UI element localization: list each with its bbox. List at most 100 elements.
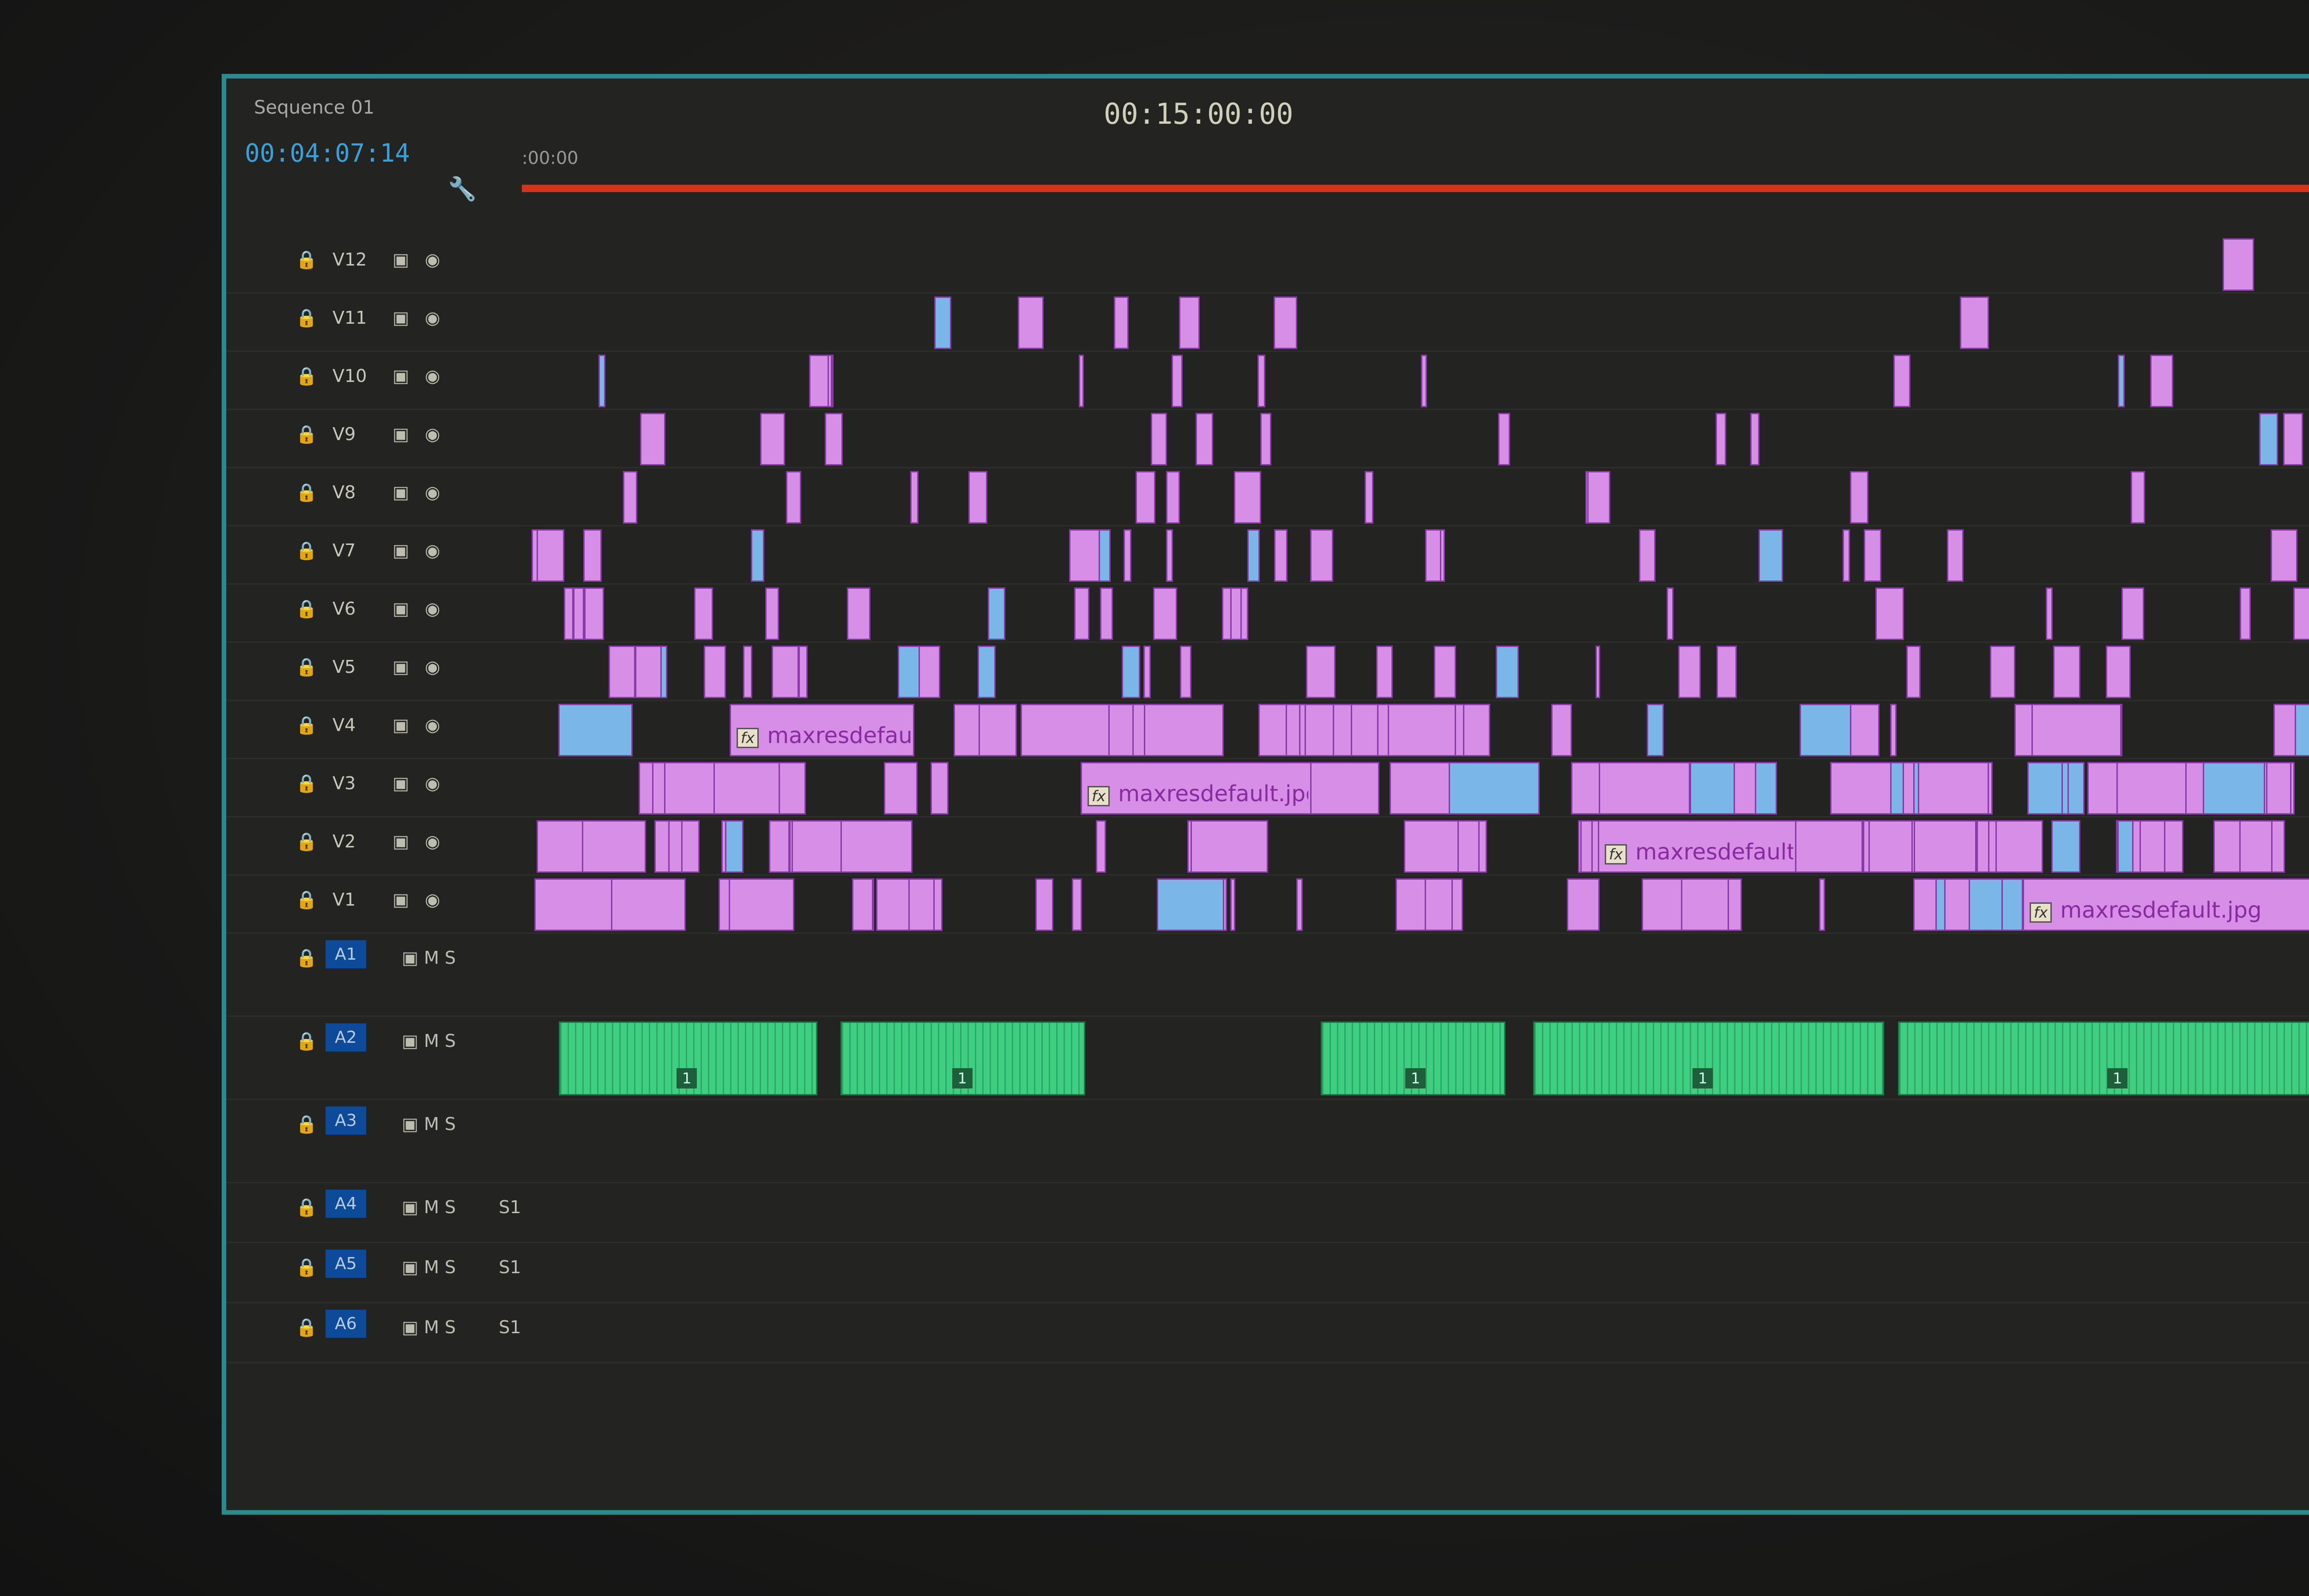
- video-clip[interactable]: [536, 820, 583, 873]
- video-clip[interactable]: [1918, 762, 1989, 815]
- video-clip[interactable]: [1890, 704, 1897, 756]
- mute-button[interactable]: M: [423, 1197, 439, 1217]
- video-clip[interactable]: [1260, 413, 1271, 466]
- track-label[interactable]: V3: [332, 773, 356, 793]
- video-clip[interactable]: [534, 878, 612, 931]
- track-target-a1[interactable]: A1: [326, 940, 366, 968]
- video-clip[interactable]: [968, 471, 987, 524]
- video-clip[interactable]: [2045, 587, 2053, 640]
- solo-button[interactable]: S: [444, 1257, 456, 1277]
- track-label[interactable]: V7: [332, 540, 356, 561]
- video-clip[interactable]: [1863, 529, 1881, 582]
- video-clip[interactable]: [652, 762, 666, 815]
- video-clip[interactable]: [1875, 587, 1904, 640]
- video-clip[interactable]: [1364, 471, 1374, 524]
- video-clip[interactable]: [1727, 878, 1742, 931]
- video-clip[interactable]: [598, 355, 605, 407]
- solo-button[interactable]: S: [444, 1317, 456, 1337]
- video-clip[interactable]: [1191, 820, 1269, 873]
- video-clip[interactable]: [639, 762, 721, 815]
- video-clip[interactable]: fx maxresdefault.jpg: [1081, 762, 1312, 815]
- video-clip[interactable]: [1078, 355, 1084, 407]
- video-clip[interactable]: [1906, 646, 1921, 698]
- video-clip[interactable]: [898, 646, 920, 698]
- video-clip[interactable]: [2053, 646, 2080, 698]
- video-clip[interactable]: [1733, 762, 1757, 815]
- video-clip[interactable]: [2116, 762, 2187, 815]
- eye-icon[interactable]: ◉: [425, 831, 441, 852]
- video-clip[interactable]: [1690, 762, 1777, 815]
- video-clip[interactable]: [750, 529, 765, 582]
- video-clip[interactable]: [1989, 646, 2015, 698]
- video-clip[interactable]: [1587, 471, 1610, 524]
- video-clip[interactable]: [1018, 296, 1044, 349]
- video-clip[interactable]: [573, 587, 584, 640]
- video-clip[interactable]: [2031, 704, 2122, 756]
- video-clip[interactable]: [1124, 529, 1132, 582]
- lock-icon[interactable]: 🔒: [296, 482, 318, 502]
- video-clip[interactable]: [2295, 704, 2309, 756]
- video-clip[interactable]: [1306, 646, 1336, 698]
- video-clip[interactable]: [1890, 762, 1904, 815]
- video-clip[interactable]: [953, 704, 980, 756]
- video-clip[interactable]: [1233, 471, 1262, 524]
- video-clip[interactable]: [2150, 355, 2173, 407]
- video-clip[interactable]: [1551, 704, 1572, 756]
- film-icon[interactable]: ▣: [393, 249, 409, 270]
- video-clip[interactable]: [2027, 762, 2085, 815]
- video-clip[interactable]: [1595, 646, 1601, 698]
- video-clip[interactable]: [1157, 878, 1225, 931]
- video-clip[interactable]: [1716, 646, 1737, 698]
- solo-button[interactable]: S: [444, 1197, 456, 1217]
- video-clip[interactable]: [609, 646, 635, 698]
- video-clip[interactable]: [563, 587, 574, 640]
- video-clip[interactable]: [1819, 878, 1825, 931]
- wrench-icon[interactable]: 🔧: [448, 175, 477, 202]
- video-clip[interactable]: [1196, 413, 1214, 466]
- eye-icon[interactable]: ◉: [425, 773, 441, 793]
- video-clip[interactable]: fx maxresdefault.jpg: [1598, 820, 1796, 873]
- film-icon[interactable]: ▣: [393, 366, 409, 386]
- track-label[interactable]: V10: [332, 366, 367, 386]
- voiceover-icon[interactable]: ▣: [402, 1114, 424, 1134]
- video-clip[interactable]: [1151, 413, 1167, 466]
- video-clip[interactable]: [2131, 471, 2146, 524]
- solo-button[interactable]: S: [444, 1031, 456, 1051]
- track-label[interactable]: V2: [332, 831, 356, 852]
- eye-icon[interactable]: ◉: [425, 598, 441, 619]
- video-clip[interactable]: [1143, 646, 1151, 698]
- lock-icon[interactable]: 🔒: [296, 540, 318, 561]
- video-clip[interactable]: [779, 762, 806, 815]
- track-target-a4[interactable]: A4: [326, 1190, 366, 1218]
- lock-icon[interactable]: 🔒: [296, 1317, 318, 1337]
- video-clip[interactable]: [2283, 413, 2303, 466]
- eye-icon[interactable]: ◉: [425, 657, 441, 677]
- video-clip[interactable]: [2293, 587, 2309, 640]
- voiceover-icon[interactable]: ▣: [402, 1257, 424, 1277]
- video-clip[interactable]: [1420, 355, 1427, 407]
- video-clip[interactable]: [635, 646, 662, 698]
- video-clip[interactable]: [1143, 704, 1224, 756]
- video-clip[interactable]: [786, 471, 801, 524]
- video-clip[interactable]: [772, 646, 799, 698]
- video-clip[interactable]: [1286, 704, 1301, 756]
- video-clip[interactable]: [1448, 762, 1540, 815]
- film-icon[interactable]: ▣: [393, 424, 409, 444]
- voiceover-icon[interactable]: ▣: [402, 1317, 424, 1337]
- tab-sequence[interactable]: Sequence 01: [254, 97, 375, 118]
- film-icon[interactable]: ▣: [393, 308, 409, 328]
- lock-icon[interactable]: 🔒: [296, 366, 318, 386]
- track-label[interactable]: V9: [332, 424, 356, 444]
- video-clip[interactable]: [2140, 820, 2165, 873]
- video-clip[interactable]: [1166, 471, 1180, 524]
- lock-icon[interactable]: 🔒: [296, 308, 318, 328]
- video-clip[interactable]: [1647, 704, 1664, 756]
- video-clip[interactable]: [1800, 704, 1852, 756]
- track-label[interactable]: V6: [332, 598, 356, 619]
- eye-icon[interactable]: ◉: [425, 308, 441, 328]
- video-clip[interactable]: [694, 587, 713, 640]
- video-clip[interactable]: [2106, 646, 2131, 698]
- video-clip[interactable]: [1935, 878, 1946, 931]
- video-clip[interactable]: [1153, 587, 1177, 640]
- track-target-a2[interactable]: A2: [326, 1023, 366, 1052]
